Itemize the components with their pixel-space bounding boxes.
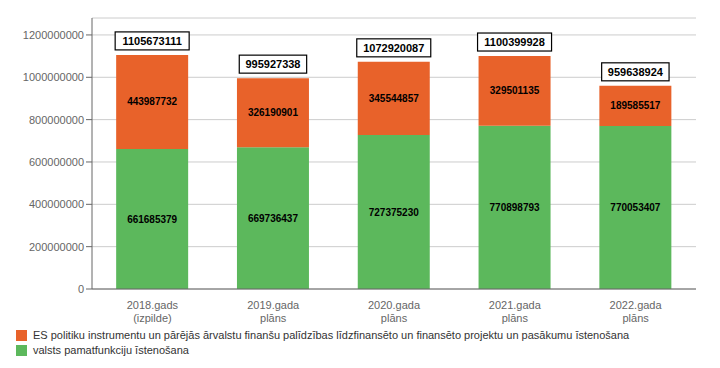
svg-text:2019.gadaplāns: 2019.gadaplāns xyxy=(247,299,300,324)
svg-text:770053407: 770053407 xyxy=(610,202,660,213)
svg-text:600000000: 600000000 xyxy=(29,156,84,168)
svg-text:727375230: 727375230 xyxy=(369,207,419,218)
html-text:valsts pamatfunkciju īstenošan: valsts pamatfunkciju īstenošana xyxy=(33,344,189,356)
svg-text:189585517: 189585517 xyxy=(610,100,660,111)
svg-text:329501135: 329501135 xyxy=(490,85,540,96)
svg-text:1072920087: 1072920087 xyxy=(363,42,424,54)
svg-text:1000000000: 1000000000 xyxy=(23,71,84,83)
svg-text:2021.gadaplāns: 2021.gadaplāns xyxy=(489,299,542,324)
svg-text:669736437: 669736437 xyxy=(248,213,298,224)
svg-text:770898793: 770898793 xyxy=(490,202,540,213)
svg-text:661685379: 661685379 xyxy=(127,214,177,225)
svg-text:400000000: 400000000 xyxy=(29,198,84,210)
svg-text:1100399928: 1100399928 xyxy=(484,36,545,48)
svg-text:200000000: 200000000 xyxy=(29,241,84,253)
html-text:ES politiku instrumentu un pār: ES politiku instrumentu un pārējās ārval… xyxy=(33,329,630,341)
svg-text:0: 0 xyxy=(78,283,84,295)
svg-text:1105673111: 1105673111 xyxy=(122,35,181,47)
svg-text:326190901: 326190901 xyxy=(248,107,298,118)
svg-text:2020.gadaplāns: 2020.gadaplāns xyxy=(368,299,421,324)
svg-text:995927338: 995927338 xyxy=(245,58,300,70)
svg-text:443987732: 443987732 xyxy=(127,96,177,107)
svg-text:2022.gadaplāns: 2022.gadaplāns xyxy=(610,299,663,324)
svg-text:2018.gads(izpilde): 2018.gads(izpilde) xyxy=(127,299,179,324)
svg-text:1200000000: 1200000000 xyxy=(23,29,84,41)
svg-text:345544857: 345544857 xyxy=(369,93,419,104)
svg-text:800000000: 800000000 xyxy=(29,114,84,126)
svg-text:959638924: 959638924 xyxy=(608,66,664,78)
